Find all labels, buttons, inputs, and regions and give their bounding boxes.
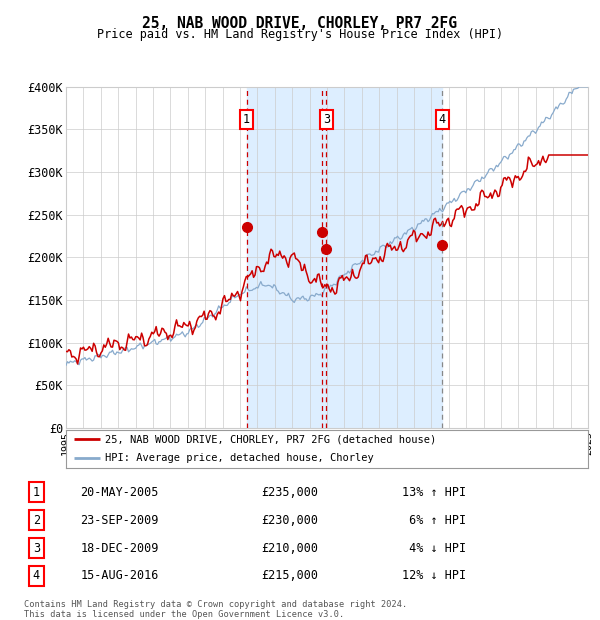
Text: 4% ↓ HPI: 4% ↓ HPI	[402, 541, 466, 554]
Text: 4: 4	[439, 113, 446, 126]
Text: 25, NAB WOOD DRIVE, CHORLEY, PR7 2FG (detached house): 25, NAB WOOD DRIVE, CHORLEY, PR7 2FG (de…	[105, 434, 436, 445]
Text: 20-MAY-2005: 20-MAY-2005	[80, 486, 159, 499]
Text: This data is licensed under the Open Government Licence v3.0.: This data is licensed under the Open Gov…	[24, 610, 344, 619]
Text: £235,000: £235,000	[261, 486, 318, 499]
Text: 1: 1	[33, 486, 40, 499]
Text: £215,000: £215,000	[261, 569, 318, 582]
Text: 15-AUG-2016: 15-AUG-2016	[80, 569, 159, 582]
Text: 1: 1	[243, 113, 250, 126]
Text: 18-DEC-2009: 18-DEC-2009	[80, 541, 159, 554]
Text: Contains HM Land Registry data © Crown copyright and database right 2024.: Contains HM Land Registry data © Crown c…	[24, 600, 407, 609]
Text: Price paid vs. HM Land Registry's House Price Index (HPI): Price paid vs. HM Land Registry's House …	[97, 28, 503, 41]
Text: HPI: Average price, detached house, Chorley: HPI: Average price, detached house, Chor…	[105, 453, 374, 464]
Text: 3: 3	[33, 541, 40, 554]
Text: £230,000: £230,000	[261, 514, 318, 527]
Text: 4: 4	[33, 569, 40, 582]
Text: 23-SEP-2009: 23-SEP-2009	[80, 514, 159, 527]
Text: 13% ↑ HPI: 13% ↑ HPI	[402, 486, 466, 499]
Text: £210,000: £210,000	[261, 541, 318, 554]
Text: 25, NAB WOOD DRIVE, CHORLEY, PR7 2FG: 25, NAB WOOD DRIVE, CHORLEY, PR7 2FG	[143, 16, 458, 30]
Text: 12% ↓ HPI: 12% ↓ HPI	[402, 569, 466, 582]
Text: 6% ↑ HPI: 6% ↑ HPI	[402, 514, 466, 527]
Text: 3: 3	[323, 113, 330, 126]
Text: 2: 2	[33, 514, 40, 527]
Bar	[247, 87, 442, 428]
